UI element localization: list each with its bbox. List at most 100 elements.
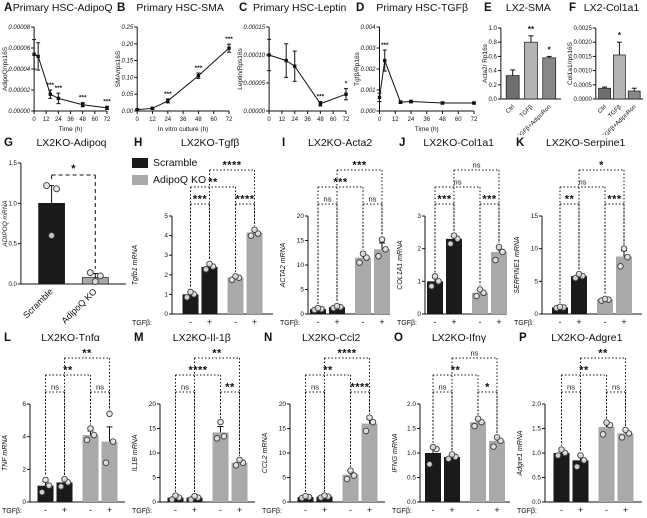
svg-text:48: 48	[195, 117, 202, 123]
svg-text:6: 6	[22, 401, 26, 408]
svg-text:4: 4	[22, 434, 26, 441]
panel-h-chart-area: 0 1 2 3 4 5 Tgfb1 mRNA - + - + TGFβ: *** **** ** ****	[130, 153, 278, 330]
svg-text:Ctrl: Ctrl	[597, 104, 608, 115]
svg-text:IFNG mRNA: IFNG mRNA	[392, 433, 399, 473]
svg-text:1.5: 1.5	[407, 426, 416, 433]
svg-text:72: 72	[104, 117, 111, 123]
svg-text:TGFβ:: TGFβ:	[132, 320, 152, 327]
svg-text:12: 12	[279, 117, 286, 123]
svg-text:+: +	[449, 505, 454, 515]
svg-text:0: 0	[22, 499, 26, 506]
svg-text:0.0005: 0.0005	[573, 83, 592, 89]
svg-text:****: ****	[350, 382, 369, 394]
panel-g-letter: G	[4, 137, 13, 149]
svg-text:20: 20	[297, 213, 305, 220]
svg-text:+: +	[237, 505, 242, 515]
panel-n-title-text: LX2KO-Ccl2	[301, 332, 361, 344]
svg-text:10: 10	[297, 262, 305, 269]
svg-text:0.003: 0.003	[360, 46, 376, 52]
svg-text:24: 24	[164, 117, 171, 123]
svg-text:2: 2	[164, 272, 168, 279]
svg-text:0.10: 0.10	[122, 75, 134, 81]
svg-text:0.00008: 0.00008	[8, 25, 30, 31]
chart-a: 0.00000 0.00002 0.00004 0.00006 0.00008 0 12 24…	[2, 25, 111, 133]
chart-g: 0.0 0.5 1.0 1.5 ADIPOQ mRNA Scramble AdipoQ KO…	[2, 161, 126, 326]
svg-text:0.0: 0.0	[407, 499, 416, 506]
svg-text:Leptin/Rps16s: Leptin/Rps16s	[237, 47, 244, 89]
svg-text:Tgfβ/Rp16s: Tgfβ/Rp16s	[354, 51, 361, 85]
svg-text:0.000: 0.000	[360, 109, 376, 115]
panel-b-chart-area: 0.00 0.05 0.10 0.15 0.20 0.25 0 12 24 36 48 60 72 In …	[113, 18, 235, 135]
svg-text:0: 0	[32, 117, 36, 123]
svg-text:**: **	[212, 348, 222, 360]
panel-f-letter: F	[569, 2, 577, 14]
panel-h: H LX2KO-Tgfβ Scramble AdipoQ KO 0 1 2 3 4 5 Tgf…	[130, 135, 278, 330]
svg-text:12: 12	[43, 117, 50, 123]
panel-f: F LX2-Col1a1 0.0000 0.0005 0.0010 0.0015 0.00…	[565, 0, 647, 135]
panel-e: E LX2-SMA 0.0 0.2 0.4 0.6 0.8 1.0 Acta2/ Rp16s C…	[480, 0, 565, 135]
svg-text:1.0: 1.0	[9, 201, 18, 207]
svg-text:-: -	[349, 505, 352, 515]
svg-text:72: 72	[343, 117, 350, 123]
svg-text:****: ****	[188, 365, 207, 377]
svg-text:**: **	[225, 382, 235, 394]
svg-text:1.0: 1.0	[532, 450, 541, 457]
panel-m: M LX2KO-Il-1β 0 5 10 15 20 IL1B mRNA - + - + TGFβ: n…	[130, 330, 260, 518]
svg-text:ns: ns	[454, 178, 462, 187]
panel-h-title: H LX2KO-Tgfβ	[130, 135, 278, 153]
svg-text:ACTA2 mRNA: ACTA2 mRNA	[280, 242, 287, 288]
svg-text:-: -	[559, 317, 562, 327]
svg-text:2.0: 2.0	[532, 401, 541, 408]
svg-text:5: 5	[282, 475, 286, 482]
svg-text:TGFβ:: TGFβ:	[280, 320, 300, 327]
svg-text:2.0: 2.0	[407, 401, 416, 408]
svg-text:+: +	[578, 505, 583, 515]
svg-text:*: *	[599, 160, 604, 172]
panel-j: J LX2KO-Col1a1 0 1 2 3 COL1A1 mRNA - + - + TGFβ: **…	[395, 135, 512, 330]
svg-text:-: -	[317, 317, 320, 327]
svg-text:0.00004: 0.00004	[8, 67, 30, 73]
svg-text:36: 36	[67, 117, 74, 123]
panel-k-title: K LX2KO-Serpine1	[512, 135, 647, 153]
panel-p-chart-area: 0.0 0.5 1.0 1.5 2.0 Adgre1 mRNA - + - + TGFβ: ns ns *…	[515, 348, 647, 518]
panel-e-chart-area: 0.0 0.2 0.4 0.6 0.8 1.0 Acta2/ Rp16s Ctrl ** TGFβ…	[480, 18, 565, 135]
svg-text:0.0: 0.0	[9, 282, 18, 288]
svg-text:ns: ns	[96, 383, 104, 392]
svg-text:0: 0	[534, 311, 538, 318]
panel-l-letter: L	[4, 332, 12, 344]
svg-text:0.0025: 0.0025	[573, 26, 592, 32]
svg-text:***: ***	[79, 95, 87, 102]
legend-item-scramble: Scramble	[132, 157, 206, 169]
svg-text:Col1a1/rps16S: Col1a1/rps16S	[567, 41, 574, 85]
svg-text:***: ***	[333, 177, 348, 189]
panel-j-chart-area: 0 1 2 3 COL1A1 mRNA - + - + TGFβ: *** *** ns ns	[395, 153, 512, 330]
panel-d: D Primary HSC-TGFβ 0.000 0.001 0.002 0.003 0.…	[352, 0, 480, 135]
svg-text:15: 15	[297, 238, 305, 245]
svg-text:-: -	[234, 317, 237, 327]
svg-text:0: 0	[417, 311, 421, 318]
svg-text:*: *	[548, 45, 552, 54]
svg-text:0.0: 0.0	[532, 499, 541, 506]
svg-text:ns: ns	[311, 383, 319, 392]
svg-text:12: 12	[149, 117, 156, 123]
svg-text:0: 0	[164, 311, 168, 318]
svg-text:ns: ns	[51, 383, 59, 392]
panel-a-title: A Primary HSC-AdipoQ	[0, 0, 113, 18]
svg-text:SERPINE1 mRNA: SERPINE1 mRNA	[514, 236, 521, 294]
panel-m-title-text: LX2KO-Il-1β	[172, 332, 231, 344]
svg-text:**: **	[598, 348, 608, 360]
svg-text:***: ***	[437, 194, 452, 206]
svg-text:10: 10	[149, 450, 157, 457]
svg-text:TNF mRNA: TNF mRNA	[2, 435, 9, 471]
panel-l-chart-area: 0 2 4 6 TNF mRNA - + - + TGFβ: ns ns ** **	[0, 348, 130, 518]
svg-text:0.00000: 0.00000	[8, 109, 30, 115]
legend: Scramble AdipoQ KO	[132, 157, 206, 191]
panel-j-title: J LX2KO-Col1a1	[395, 135, 512, 153]
panel-d-title-text: Primary HSC-TGFβ	[376, 2, 469, 14]
svg-text:**: **	[323, 365, 333, 377]
svg-text:0.6: 0.6	[489, 54, 498, 60]
svg-text:24: 24	[55, 117, 62, 123]
svg-text:0.00006: 0.00006	[8, 46, 30, 52]
panel-k-chart-area: 0 5 10 15 SERPINE1 mRNA - + - + TGFβ: ** *** ns *	[512, 153, 647, 330]
